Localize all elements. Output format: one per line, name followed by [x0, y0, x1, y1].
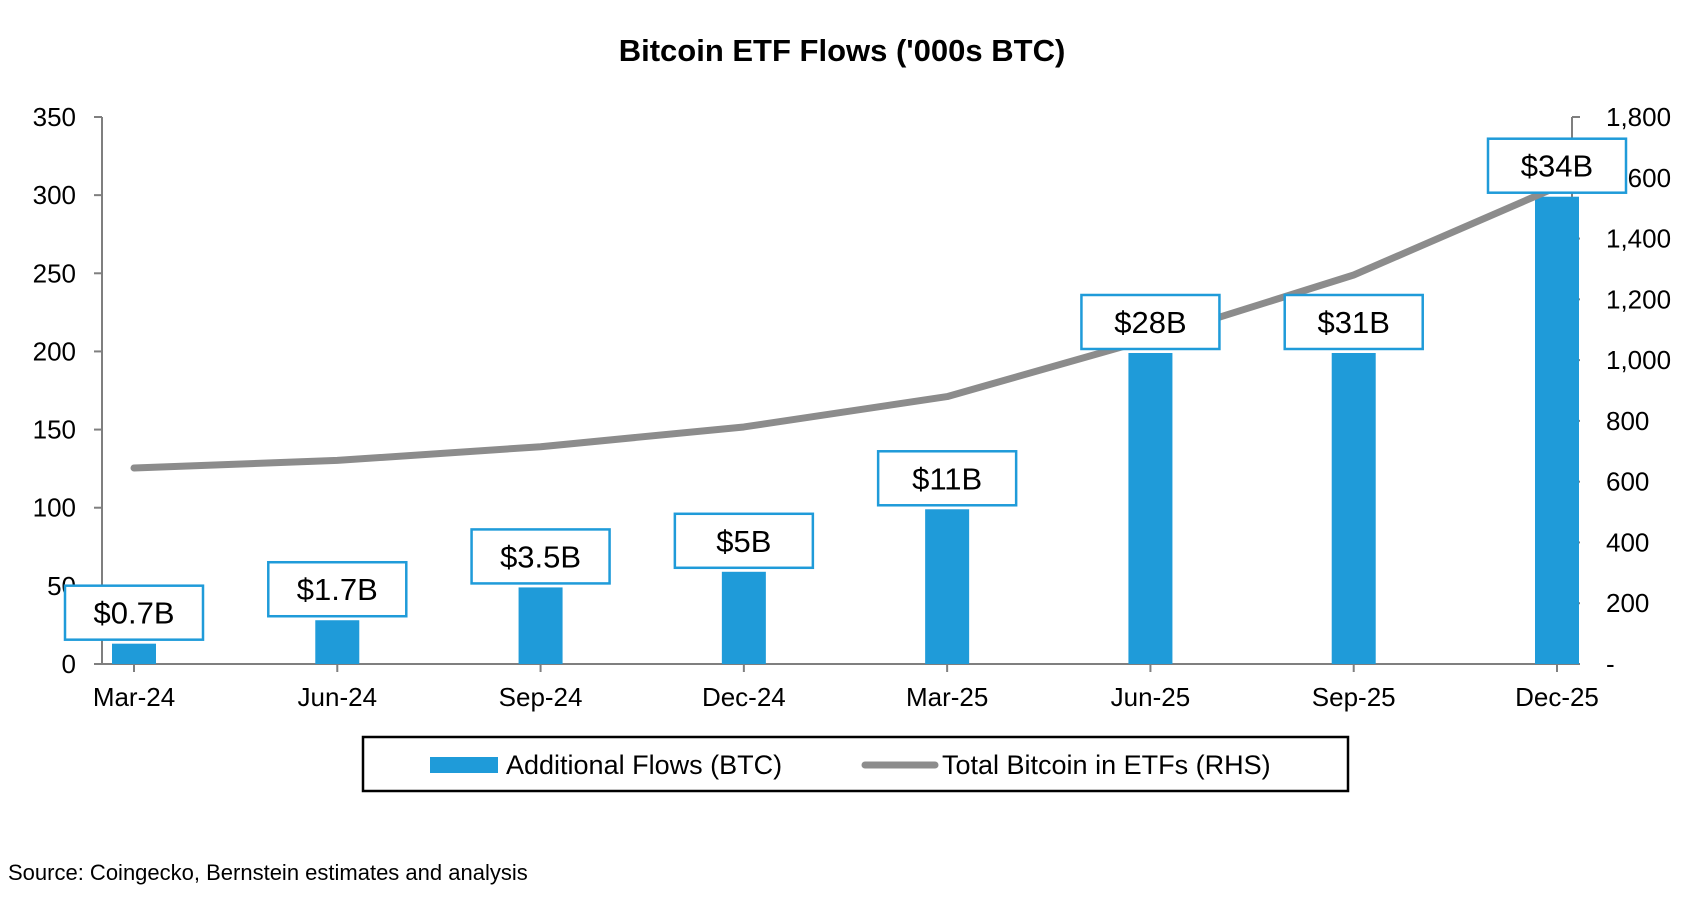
bar — [1535, 196, 1579, 664]
data-label: $31B — [1318, 305, 1390, 340]
bar — [315, 620, 360, 664]
left-tick-label: 100 — [33, 493, 76, 523]
data-label-box — [267, 560, 408, 618]
x-tick-label: Dec-25 — [1515, 682, 1599, 712]
data-label: $0.7B — [93, 596, 174, 631]
right-tick-label: - — [1606, 649, 1615, 679]
left-tick-label: 150 — [33, 415, 76, 445]
right-tick-label: 1,800 — [1606, 102, 1671, 132]
bars — [112, 196, 1579, 664]
left-tick-label: 300 — [33, 180, 76, 210]
data-label: $5B — [716, 524, 771, 559]
x-tick-label: Jun-25 — [1111, 682, 1191, 712]
legend-box — [361, 735, 1350, 793]
bar — [518, 587, 563, 664]
right-tick-label: 600 — [1606, 467, 1649, 497]
x-tick-label: Sep-24 — [499, 682, 583, 712]
left-tick-label: 0 — [62, 649, 76, 679]
right-tick-label: 400 — [1606, 527, 1649, 557]
legend: Additional Flows (BTC) Total Bitcoin in E… — [361, 735, 1350, 793]
bar — [112, 643, 156, 664]
left-tick-label: 200 — [33, 336, 76, 366]
bar — [721, 571, 766, 664]
total-line — [130, 183, 1561, 472]
data-label-box — [1486, 137, 1628, 194]
right-tick-label: 800 — [1606, 406, 1649, 436]
x-tick-label: Sep-25 — [1312, 682, 1396, 712]
data-label: $1.7B — [297, 572, 378, 607]
data-label: $11B — [912, 461, 982, 496]
right-tick-label: 200 — [1606, 588, 1649, 618]
x-tick-label: Mar-25 — [906, 682, 988, 712]
data-label-box — [470, 528, 611, 585]
x-tick-label: Dec-24 — [702, 682, 786, 712]
legend-swatch-bars — [430, 757, 498, 773]
legend-label-bars: Additional Flows (BTC) — [506, 750, 782, 780]
data-labels: $0.7B $1.7B $3.5B $5B $11B $28B $31B $34B — [63, 137, 1628, 641]
right-tick-label: 1,400 — [1606, 224, 1671, 254]
data-label-box — [1080, 293, 1221, 351]
x-tick-label: Mar-24 — [93, 682, 175, 712]
data-label-box — [63, 584, 205, 641]
axes: 050100150200250300350-2004006008001,0001… — [33, 102, 1671, 712]
right-tick-label: 1,000 — [1606, 345, 1671, 375]
data-label-box — [673, 512, 815, 570]
data-label-box — [876, 450, 1018, 507]
bar — [925, 509, 970, 664]
data-label-box — [1283, 293, 1424, 351]
legend-label-line: Total Bitcoin in ETFs (RHS) — [942, 750, 1271, 780]
data-label: $28B — [1114, 305, 1186, 340]
bar — [1128, 352, 1173, 664]
data-label: $34B — [1521, 149, 1593, 184]
source-note: Source: Coingecko, Bernstein estimates a… — [8, 860, 528, 885]
total-line-path — [130, 183, 1561, 472]
left-tick-label: 350 — [33, 102, 76, 132]
bar — [1331, 352, 1376, 664]
right-tick-label: 1,200 — [1606, 284, 1671, 314]
data-label: $3.5B — [500, 539, 581, 574]
chart-title: Bitcoin ETF Flows ('000s BTC) — [618, 33, 1066, 68]
left-tick-label: 250 — [33, 258, 76, 288]
x-tick-label: Jun-24 — [298, 682, 378, 712]
